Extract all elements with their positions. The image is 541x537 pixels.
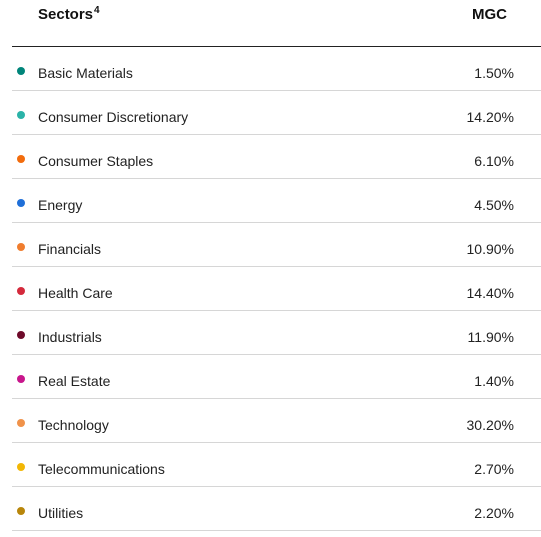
table-row: Consumer Staples 6.10% [12, 135, 541, 179]
sector-name: Consumer Discretionary [38, 109, 189, 125]
sector-weight: 1.50% [474, 65, 514, 81]
sector-weight: 6.10% [474, 153, 514, 169]
sector-color-dot [17, 155, 25, 163]
sector-weight: 30.20% [466, 417, 514, 433]
sector-name: Technology [38, 417, 109, 433]
sector-name: Basic Materials [38, 65, 133, 81]
sector-allocation-table: Sectors4 MGC Basic Materials 1.50% Consu… [12, 0, 541, 531]
table-row: Utilities 2.20% [12, 487, 541, 531]
sectors-column-header: Sectors4 [38, 5, 100, 24]
sector-name: Real Estate [38, 373, 111, 389]
sector-color-dot [17, 287, 25, 295]
sector-name: Health Care [38, 285, 113, 301]
sectors-header-label: Sectors [38, 6, 94, 23]
sector-color-dot [17, 243, 25, 251]
table-header: Sectors4 MGC [12, 0, 541, 47]
sector-color-dot [17, 463, 25, 471]
sector-weight: 1.40% [474, 373, 514, 389]
fund-column-header: MGC [472, 6, 507, 23]
sector-color-dot [17, 507, 25, 515]
table-row: Basic Materials 1.50% [12, 47, 541, 91]
table-row: Financials 10.90% [12, 223, 541, 267]
sector-name: Industrials [38, 329, 102, 345]
sector-color-dot [17, 111, 25, 119]
sector-name: Utilities [38, 505, 84, 521]
sector-name: Telecommunications [38, 461, 165, 477]
sector-weight: 4.50% [474, 197, 514, 213]
table-row: Industrials 11.90% [12, 311, 541, 355]
sector-color-dot [17, 331, 25, 339]
sector-name: Financials [38, 241, 102, 257]
sector-weight: 10.90% [466, 241, 514, 257]
sector-weight: 14.40% [466, 285, 514, 301]
table-row: Health Care 14.40% [12, 267, 541, 311]
table-row: Energy 4.50% [12, 179, 541, 223]
sector-weight: 14.20% [466, 109, 514, 125]
table-row: Real Estate 1.40% [12, 355, 541, 399]
sector-name: Consumer Staples [38, 153, 154, 169]
sector-weight: 2.70% [474, 461, 514, 477]
sector-color-dot [17, 199, 25, 207]
sector-weight: 2.20% [474, 505, 514, 521]
sector-name: Energy [38, 197, 83, 213]
table-row: Technology 30.20% [12, 399, 541, 443]
table-row: Consumer Discretionary 14.20% [12, 91, 541, 135]
footnote-marker[interactable]: 4 [94, 5, 100, 16]
sector-weight: 11.90% [467, 329, 514, 345]
sector-color-dot [17, 67, 25, 75]
sector-color-dot [17, 375, 25, 383]
table-row: Telecommunications 2.70% [12, 443, 541, 487]
sector-color-dot [17, 419, 25, 427]
